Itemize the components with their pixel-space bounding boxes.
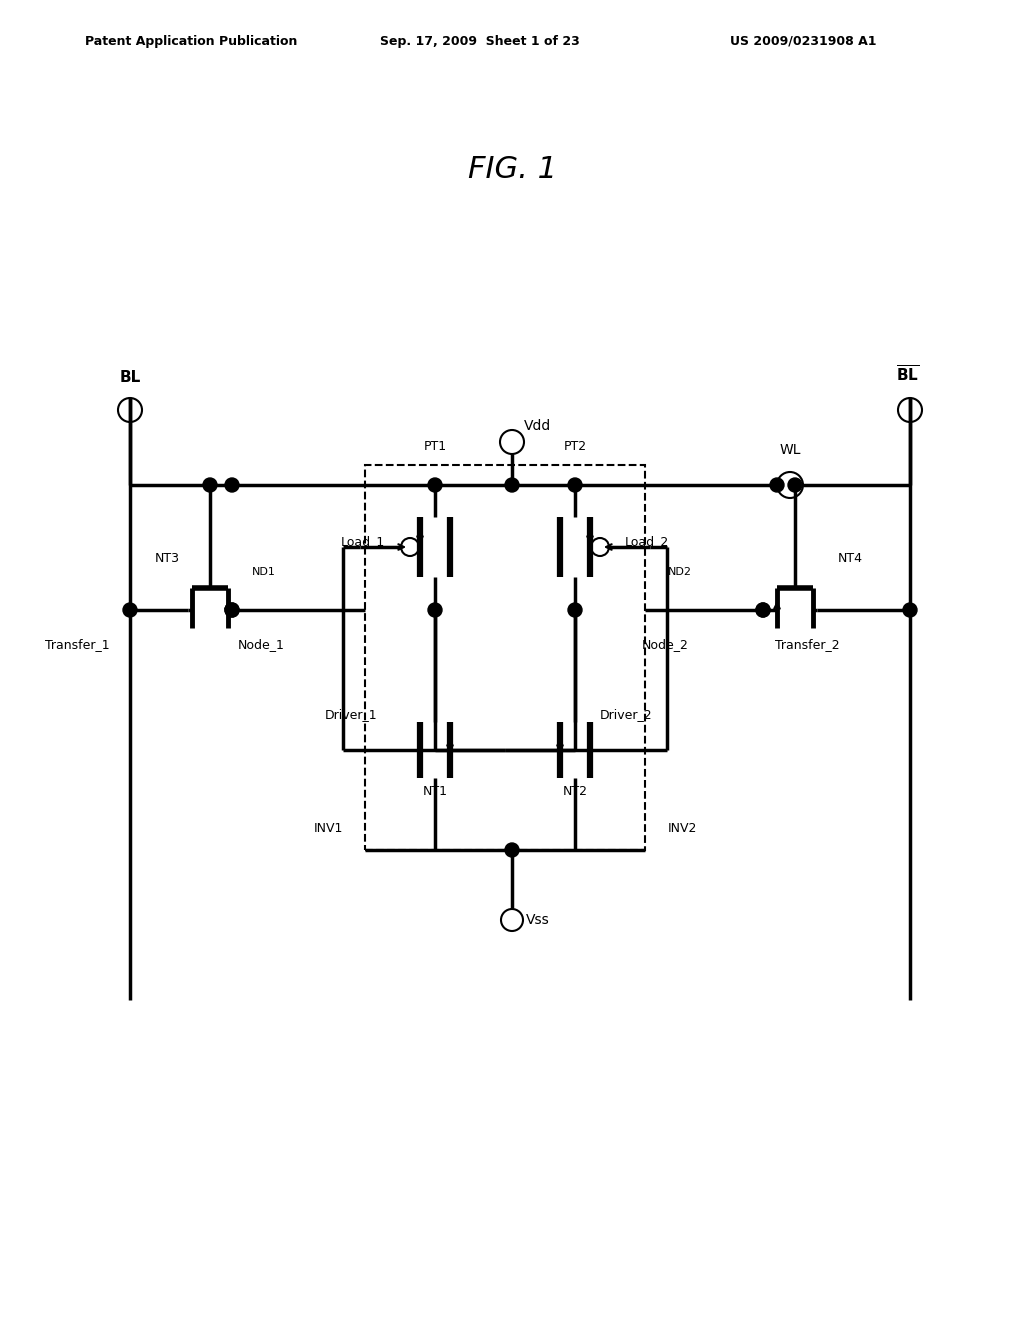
Text: $\mathbf{\overline{BL}}$: $\mathbf{\overline{BL}}$ (896, 364, 920, 385)
Text: NT2: NT2 (562, 785, 588, 799)
Circle shape (788, 478, 802, 492)
Circle shape (428, 603, 442, 616)
Text: US 2009/0231908 A1: US 2009/0231908 A1 (730, 36, 877, 48)
Circle shape (770, 478, 784, 492)
Text: ND1: ND1 (252, 568, 275, 577)
Circle shape (225, 603, 239, 616)
Circle shape (505, 843, 519, 857)
Circle shape (428, 478, 442, 492)
Circle shape (203, 478, 217, 492)
Text: Transfer_2: Transfer_2 (775, 638, 840, 651)
Text: Node_1: Node_1 (238, 638, 285, 651)
Text: ND2: ND2 (668, 568, 692, 577)
Text: FIG. 1: FIG. 1 (468, 156, 556, 185)
Circle shape (568, 478, 582, 492)
Text: Transfer_1: Transfer_1 (45, 638, 110, 651)
Circle shape (225, 603, 239, 616)
Circle shape (903, 603, 918, 616)
Text: Node_2: Node_2 (642, 638, 689, 651)
Circle shape (225, 478, 239, 492)
Circle shape (756, 603, 770, 616)
Text: NT3: NT3 (155, 552, 180, 565)
Text: Driver_2: Driver_2 (600, 709, 652, 722)
Circle shape (505, 478, 519, 492)
Text: BL: BL (120, 370, 140, 385)
Text: INV1: INV1 (313, 821, 343, 834)
Bar (365, 465, 645, 850)
Text: Load_2: Load_2 (625, 536, 670, 549)
Text: PT1: PT1 (424, 440, 446, 453)
Circle shape (756, 603, 770, 616)
Text: WL: WL (779, 444, 801, 457)
Text: NT4: NT4 (838, 552, 863, 565)
Circle shape (123, 603, 137, 616)
Text: Sep. 17, 2009  Sheet 1 of 23: Sep. 17, 2009 Sheet 1 of 23 (380, 36, 580, 48)
Text: Driver_1: Driver_1 (325, 709, 378, 722)
Text: PT2: PT2 (563, 440, 587, 453)
Text: Vdd: Vdd (524, 418, 551, 433)
Text: Load_1: Load_1 (341, 536, 385, 549)
Text: Patent Application Publication: Patent Application Publication (85, 36, 297, 48)
Text: Vss: Vss (526, 913, 550, 927)
Text: NT1: NT1 (423, 785, 447, 799)
Circle shape (568, 603, 582, 616)
Text: INV2: INV2 (668, 821, 696, 834)
